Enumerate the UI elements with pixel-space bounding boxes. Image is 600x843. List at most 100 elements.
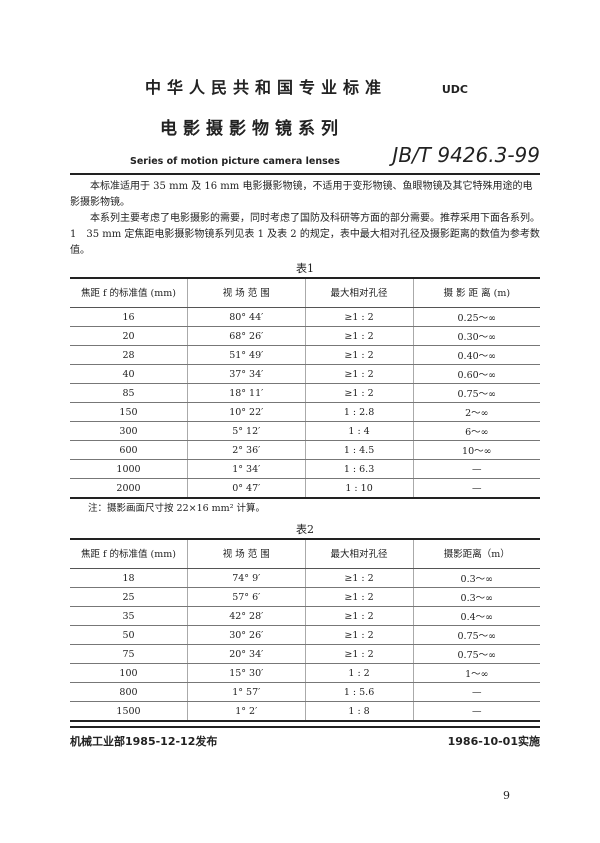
table-cell: 75 (70, 644, 188, 664)
table-header-row: 焦距 f 的标准值 (mm) 视 场 范 围最大相对孔径 摄影距离（m） (70, 539, 540, 569)
table-cell: 0.75～∞ (412, 383, 540, 403)
table-row: 300 5° 12′ 1 : 4 6～∞ (70, 421, 540, 441)
english-title: Series of motion picture camera lenses (130, 156, 340, 167)
table-cell: 1 : 4.5 (304, 440, 414, 460)
table-cell: 2～∞ (412, 402, 540, 422)
table-cell: 20° 34′ (187, 644, 305, 664)
table-cell: 1000 (70, 459, 188, 479)
table-cell: 50 (70, 625, 188, 645)
footer-rule (70, 726, 540, 728)
table-cell: 0.3～∞ (412, 568, 540, 588)
table-cell: 150 (70, 402, 188, 422)
table-cell: 10～∞ (412, 440, 540, 460)
table-cell: 0.40～∞ (412, 345, 540, 365)
table-cell: — (412, 682, 540, 702)
table-cell: ≥1 : 2 (304, 568, 414, 588)
table-cell: 0.4～∞ (412, 606, 540, 626)
column-header: 焦距 f 的标准值 (mm) (70, 278, 188, 308)
udc-label: UDC (441, 83, 468, 96)
page-number: 9 (503, 789, 510, 802)
table-cell: ≥1 : 2 (304, 625, 414, 645)
intro-text: 本标准适用于 35 mm 及 16 mm 电影摄影物镜，不适用于变形物镜、鱼眼物… (70, 179, 540, 259)
table-cell: 300 (70, 421, 188, 441)
table-cell: — (412, 701, 540, 722)
table-cell: 600 (70, 440, 188, 460)
table-cell: 15° 30′ (187, 663, 305, 683)
column-header: 焦距 f 的标准值 (mm) (70, 539, 188, 569)
table-cell: 1 : 2 (304, 663, 414, 683)
table-cell: 74° 9′ (187, 568, 305, 588)
table-cell: 20 (70, 326, 188, 346)
paragraph-scope: 本标准适用于 35 mm 及 16 mm 电影摄影物镜，不适用于变形物镜、鱼眼物… (70, 181, 533, 208)
header-rule (70, 173, 540, 175)
subtitle-row: Series of motion picture camera lenses J… (70, 143, 540, 167)
table-cell: 18 (70, 568, 188, 588)
standard-number: JB/T 9426.3-99 (392, 143, 540, 167)
table-cell: ≥1 : 2 (304, 345, 414, 365)
table-cell: 0.30～∞ (412, 326, 540, 346)
table-cell: 25 (70, 587, 188, 607)
table-cell: 80° 44′ (187, 307, 305, 327)
table-row: 25 57° 6′ ≥1 : 2 0.3～∞ (70, 587, 540, 607)
table-cell: 10° 22′ (187, 402, 305, 422)
table-cell: 1° 57′ (187, 682, 305, 702)
table-cell: 68° 26′ (187, 326, 305, 346)
column-header: 视 场 范 围 (187, 278, 305, 308)
table-cell: 0° 47′ (187, 478, 305, 499)
table-cell: 42° 28′ (187, 606, 305, 626)
table-cell: 5° 12′ (187, 421, 305, 441)
table-cell: ≥1 : 2 (304, 383, 414, 403)
column-header: 最大相对孔径 (304, 539, 414, 569)
table-cell: 100 (70, 663, 188, 683)
table-cell: 1 : 4 (304, 421, 414, 441)
table-cell: 1 : 2.8 (304, 402, 414, 422)
table-row: 50 30° 26′ ≥1 : 2 0.75～∞ (70, 625, 540, 645)
table-cell: ≥1 : 2 (304, 364, 414, 384)
table-cell: ≥1 : 2 (304, 587, 414, 607)
paragraph-clause-1: 1 35 mm 定焦距电影摄影物镜系列见表 1 及表 2 的规定，表中最大相对孔… (70, 229, 540, 256)
table-cell: 85 (70, 383, 188, 403)
table-cell: 1 : 5.6 (304, 682, 414, 702)
table-cell: 0.75～∞ (412, 644, 540, 664)
table-row: 40 37° 34′ ≥1 : 2 0.60～∞ (70, 364, 540, 384)
table-header-row: 焦距 f 的标准值 (mm) 视 场 范 围最大相对孔径摄 影 距 离 (m) (70, 278, 540, 308)
table-row: 150 10° 22′ 1 : 2.8 2～∞ (70, 402, 540, 422)
table-cell: 57° 6′ (187, 587, 305, 607)
footer-row: 机械工业部1985-12-12发布 1986-10-01实施 (70, 733, 540, 749)
column-header: 摄 影 距 离 (m) (412, 278, 540, 308)
table-cell: 40 (70, 364, 188, 384)
table1-note: 注：摄影画面尺寸按 22×16 mm² 计算。 (88, 503, 266, 514)
paragraph-purpose: 本系列主要考虑了电影摄影的需要，同时考虑了国防及科研等方面的部分需要。推荐采用下… (90, 213, 540, 224)
table-cell: 0.75～∞ (412, 625, 540, 645)
table-row: 100 15° 30′ 1 : 2 1～∞ (70, 663, 540, 683)
table-cell: ≥1 : 2 (304, 606, 414, 626)
table-row: 18 74° 9′ ≥1 : 2 0.3～∞ (70, 568, 540, 588)
table-cell: — (412, 478, 540, 499)
table-cell: 30° 26′ (187, 625, 305, 645)
table-row: 600 2° 36′ 1 : 4.5 10～∞ (70, 440, 540, 460)
table-row: 2000 0° 47′ 1 : 10— (70, 478, 540, 499)
table-cell: 1 : 8 (304, 701, 414, 722)
table-cell: ≥1 : 2 (304, 307, 414, 327)
column-header: 视 场 范 围 (187, 539, 305, 569)
table2-caption: 表2 (296, 523, 314, 536)
table-row: 35 42° 28′ ≥1 : 2 0.4～∞ (70, 606, 540, 626)
table-cell: 16 (70, 307, 188, 327)
table1-caption: 表1 (296, 262, 314, 275)
table-cell: 1 : 6.3 (304, 459, 414, 479)
table-cell: 1500 (70, 701, 188, 722)
table-cell: 35 (70, 606, 188, 626)
table-cell: 1° 34′ (187, 459, 305, 479)
table-cell: ≥1 : 2 (304, 644, 414, 664)
org-title: 中华人民共和国专业标准 (145, 78, 388, 97)
table-cell: 1° 2′ (187, 701, 305, 722)
table-row: 20 68° 26′ ≥1 : 2 0.30～∞ (70, 326, 540, 346)
table-cell: 2000 (70, 478, 188, 499)
table-cell: 18° 11′ (187, 383, 305, 403)
table-2: 焦距 f 的标准值 (mm) 视 场 范 围最大相对孔径 摄影距离（m） 18 74°… (70, 538, 540, 722)
table-1: 焦距 f 的标准值 (mm) 视 场 范 围最大相对孔径摄 影 距 离 (m) 1… (70, 277, 540, 499)
table-row: 85 18° 11′ ≥1 : 2 0.75～∞ (70, 383, 540, 403)
page-content: 中华人民共和国专业标准 UDC 电影摄影物镜系列 Series of motio… (70, 0, 540, 802)
table-cell: — (412, 459, 540, 479)
table-row: 1500 1° 2′ 1 : 8— (70, 701, 540, 722)
